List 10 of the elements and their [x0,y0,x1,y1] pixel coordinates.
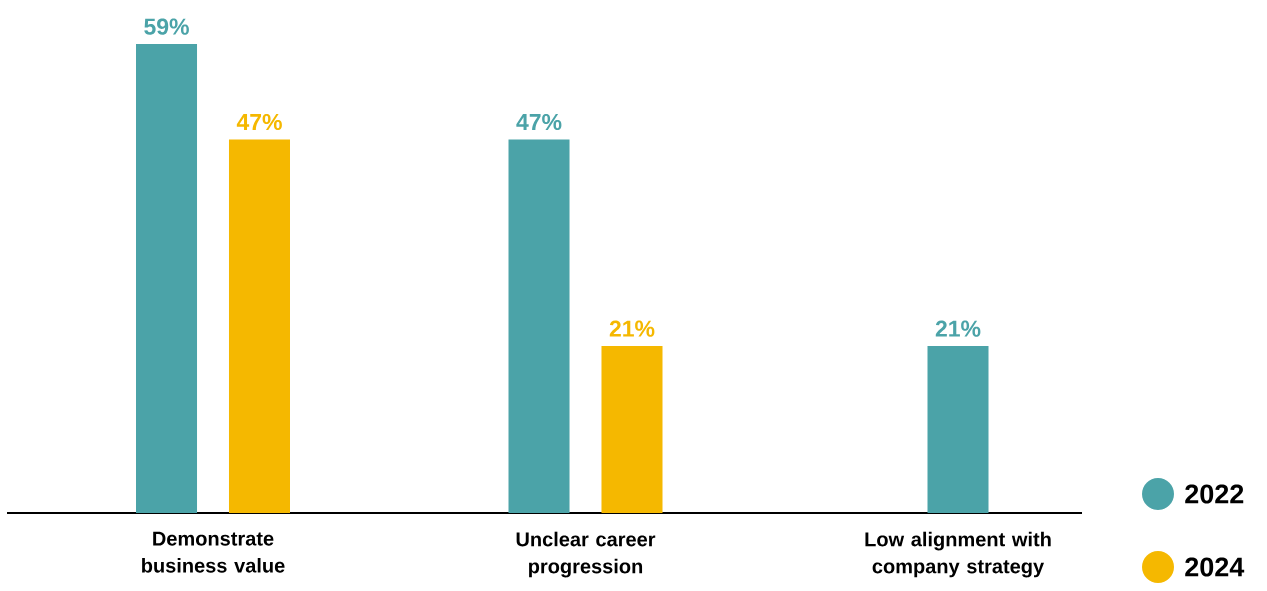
data-label: 47% [516,113,562,131]
data-label: 21% [609,320,655,337]
data-label: 21% [935,320,981,337]
legend-label: 2022 [1185,484,1244,504]
legend-label: 2024 [1185,557,1245,577]
x-tick-label: Demonstrate business value [142,531,285,573]
data-label: 59% [144,18,189,35]
data-label: 47% [236,113,282,131]
x-tick-label: Unclear career progression [516,531,656,578]
x-tick-label: Low alignment with company strategy [865,531,1051,578]
